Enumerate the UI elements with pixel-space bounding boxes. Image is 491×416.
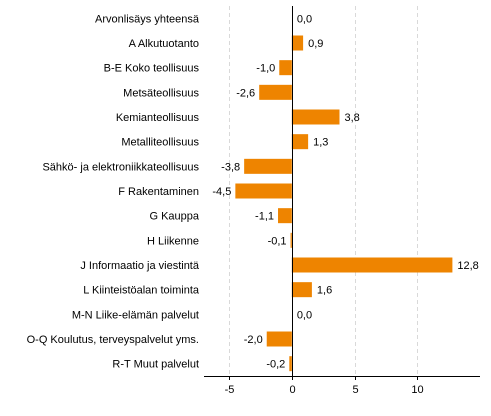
category-label: R-T Muut palvelut (112, 359, 199, 371)
value-label: 1,6 (317, 285, 332, 297)
category-label: Metalliteollisuus (121, 137, 199, 149)
bar (244, 158, 292, 174)
bar (291, 282, 312, 298)
value-label: 1,3 (313, 137, 328, 149)
bar (278, 208, 292, 224)
x-tick-label: 5 (352, 384, 358, 396)
value-label: 0,0 (297, 309, 312, 321)
category-label: L Kiinteistöalan toiminta (83, 285, 200, 297)
category-label: Arvonlisäys yhteensä (95, 13, 200, 25)
value-label: -0,2 (266, 359, 285, 371)
labels: -5 0 5 10 Arvonlisäys yhteensä 0,0 A Alkutuota… (27, 13, 479, 396)
value-label: 12,8 (457, 260, 478, 272)
bar (259, 84, 292, 100)
bars (235, 35, 453, 372)
bar (290, 232, 292, 248)
bar (289, 356, 292, 372)
value-label: -1,0 (256, 63, 275, 75)
x-tick-label: 10 (411, 384, 423, 396)
category-label: Metsäteollisuus (123, 87, 199, 99)
bar (291, 35, 304, 51)
axes (204, 6, 480, 380)
category-label: J Informaatio ja viestintä (80, 260, 199, 272)
category-label: O-Q Koulutus, terveyspalvelut yms. (27, 334, 199, 346)
category-label: B-E Koko teollisuus (104, 63, 200, 75)
value-label: -2,6 (236, 87, 255, 99)
category-label: M-N Liike-elämän palvelut (72, 309, 199, 321)
value-label: -3,8 (221, 161, 240, 173)
x-tick-label: -5 (225, 384, 235, 396)
x-tick-label: 0 (289, 384, 295, 396)
value-label: -2,0 (244, 334, 263, 346)
category-label: H Liikenne (147, 235, 199, 247)
bar (266, 331, 292, 347)
bar (291, 134, 309, 150)
bar (291, 257, 453, 273)
value-label: -4,5 (212, 186, 231, 198)
value-label: 0,0 (297, 13, 312, 25)
category-label: G Kauppa (149, 211, 199, 223)
category-label: Sähkö- ja elektroniikkateollisuus (42, 161, 199, 173)
value-label: 3,8 (344, 112, 359, 124)
category-label: F Rakentaminen (118, 186, 199, 198)
value-label: 0,9 (308, 38, 323, 50)
value-label: -0,1 (268, 235, 287, 247)
grid-lines (229, 6, 418, 376)
category-label: A Alkutuotanto (129, 38, 199, 50)
category-label: Kemianteollisuus (116, 112, 200, 124)
value-label: -1,1 (255, 211, 274, 223)
bar (235, 183, 292, 199)
bar (291, 109, 340, 125)
bar (279, 60, 292, 76)
